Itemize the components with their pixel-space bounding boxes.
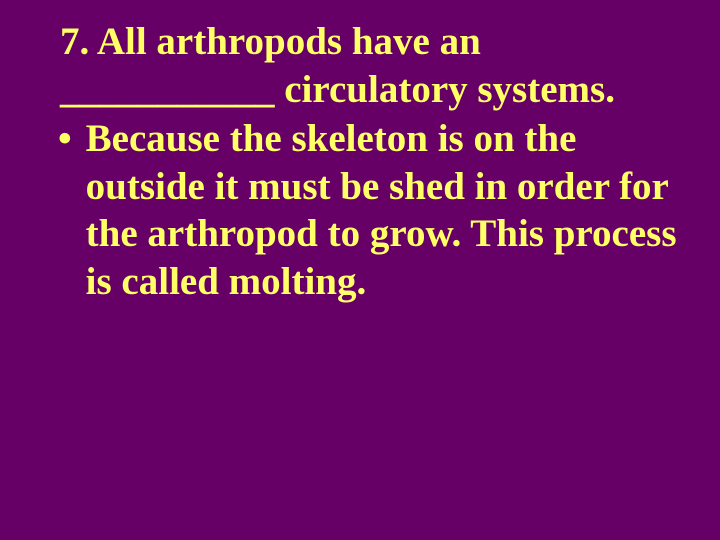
bullet-text: Because the skeleton is on the outside i… [86, 115, 680, 305]
bullet-marker: • [58, 115, 72, 163]
slide-container: 7. All arthropods have an ___________ ci… [0, 0, 720, 540]
bullet-item: • Because the skeleton is on the outside… [48, 115, 680, 305]
question-text: 7. All arthropods have an ___________ ci… [60, 18, 680, 113]
